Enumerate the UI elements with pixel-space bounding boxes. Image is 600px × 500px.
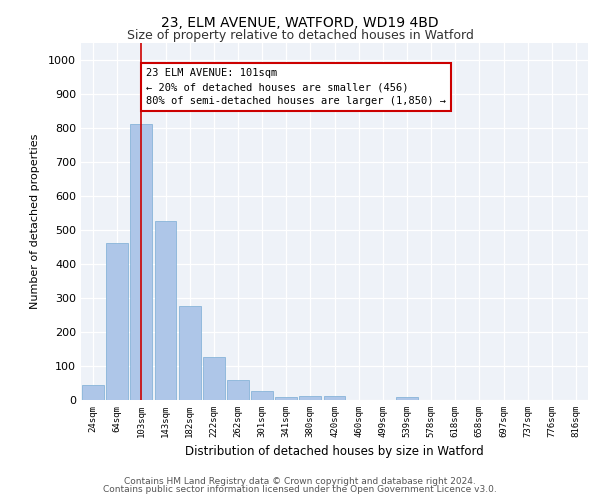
- Text: 23 ELM AVENUE: 101sqm
← 20% of detached houses are smaller (456)
80% of semi-det: 23 ELM AVENUE: 101sqm ← 20% of detached …: [146, 68, 446, 106]
- Y-axis label: Number of detached properties: Number of detached properties: [30, 134, 40, 309]
- Bar: [203, 358, 224, 400]
- Text: Contains HM Land Registry data © Crown copyright and database right 2024.: Contains HM Land Registry data © Crown c…: [124, 477, 476, 486]
- Text: 23, ELM AVENUE, WATFORD, WD19 4BD: 23, ELM AVENUE, WATFORD, WD19 4BD: [161, 16, 439, 30]
- Bar: [82, 384, 104, 400]
- Bar: [155, 221, 176, 400]
- Text: Size of property relative to detached houses in Watford: Size of property relative to detached ho…: [127, 29, 473, 42]
- Bar: [275, 396, 297, 400]
- X-axis label: Distribution of detached houses by size in Watford: Distribution of detached houses by size …: [185, 446, 484, 458]
- Bar: [251, 392, 273, 400]
- Bar: [179, 306, 200, 400]
- Bar: [323, 396, 346, 400]
- Bar: [396, 398, 418, 400]
- Bar: [299, 396, 321, 400]
- Text: Contains public sector information licensed under the Open Government Licence v3: Contains public sector information licen…: [103, 485, 497, 494]
- Bar: [130, 124, 152, 400]
- Bar: [227, 380, 249, 400]
- Bar: [106, 244, 128, 400]
